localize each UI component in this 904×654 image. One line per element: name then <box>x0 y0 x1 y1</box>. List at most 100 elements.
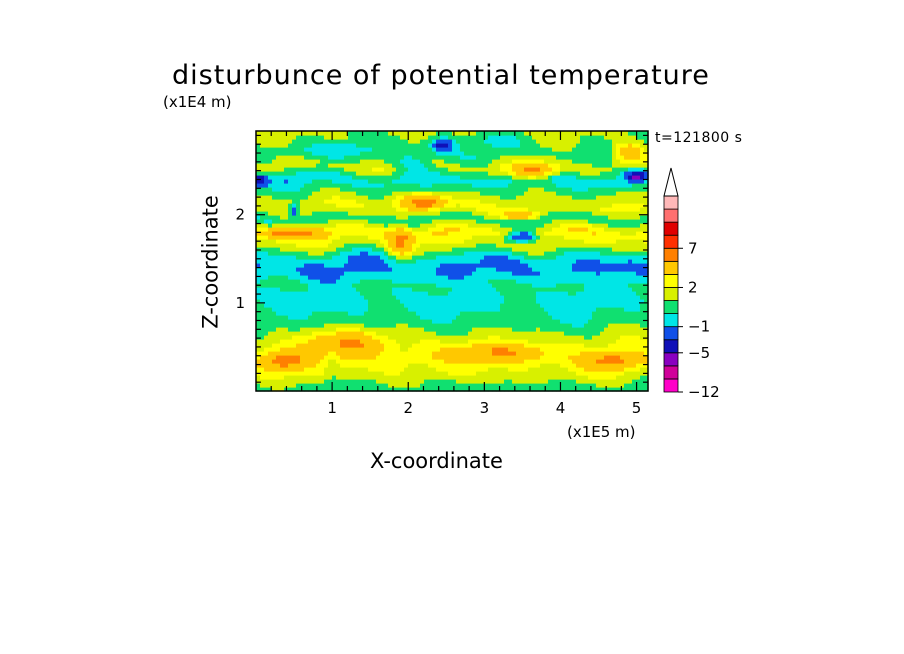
heatmap-cell <box>508 147 513 152</box>
heatmap-cell <box>480 371 485 376</box>
heatmap-cell <box>468 259 473 264</box>
heatmap-cell <box>508 175 513 180</box>
heatmap-cell <box>312 371 317 376</box>
heatmap-cell <box>508 299 513 304</box>
heatmap-cell <box>424 379 429 384</box>
heatmap-cell <box>312 147 317 152</box>
heatmap-cell <box>388 311 393 316</box>
heatmap-cell <box>376 307 381 312</box>
heatmap-cell <box>256 179 261 184</box>
heatmap-cell <box>344 203 349 208</box>
heatmap-cell <box>524 387 529 392</box>
heatmap-cell <box>492 207 497 212</box>
heatmap-cell <box>300 155 305 160</box>
heatmap-cell <box>548 159 553 164</box>
heatmap-cell <box>312 263 317 268</box>
heatmap-cell <box>520 231 525 236</box>
heatmap-cell <box>400 167 405 172</box>
heatmap-cell <box>364 383 369 388</box>
heatmap-cell <box>440 291 445 296</box>
heatmap-cell <box>532 303 537 308</box>
heatmap-cell <box>476 351 481 356</box>
heatmap-cell <box>328 319 333 324</box>
heatmap-cell <box>424 323 429 328</box>
heatmap-cell <box>412 343 417 348</box>
heatmap-cell <box>376 355 381 360</box>
heatmap-cell <box>340 351 345 356</box>
heatmap-cell <box>376 383 381 388</box>
heatmap-cell <box>512 339 517 344</box>
heatmap-cell <box>416 183 421 188</box>
heatmap-cell <box>288 279 293 284</box>
heatmap-cell <box>508 259 513 264</box>
heatmap-cell <box>416 323 421 328</box>
heatmap-cell <box>428 247 433 252</box>
heatmap-cell <box>340 227 345 232</box>
heatmap-cell <box>356 187 361 192</box>
heatmap-cell <box>448 275 453 280</box>
heatmap-cell <box>320 223 325 228</box>
heatmap-cell <box>284 227 289 232</box>
heatmap-cell <box>484 163 489 168</box>
heatmap-cell <box>276 255 281 260</box>
heatmap-cell <box>300 347 305 352</box>
heatmap-cell <box>556 231 561 236</box>
heatmap-cell <box>528 203 533 208</box>
heatmap-cell <box>476 247 481 252</box>
heatmap-cell <box>288 287 293 292</box>
heatmap-cell <box>424 139 429 144</box>
heatmap-cell <box>428 315 433 320</box>
heatmap-cell <box>532 143 537 148</box>
heatmap-cell <box>488 135 493 140</box>
heatmap-cell <box>416 379 421 384</box>
heatmap-cell <box>384 255 389 260</box>
heatmap-cell <box>544 203 549 208</box>
heatmap-cell <box>264 131 269 136</box>
heatmap-cell <box>312 347 317 352</box>
heatmap-cell <box>484 347 489 352</box>
heatmap-cell <box>480 283 485 288</box>
heatmap-cell <box>396 303 401 308</box>
heatmap-cell <box>364 307 369 312</box>
heatmap-cell <box>368 271 373 276</box>
heatmap-cell <box>344 295 349 300</box>
heatmap-cell <box>416 343 421 348</box>
heatmap-cell <box>436 211 441 216</box>
heatmap-cell <box>432 183 437 188</box>
heatmap-cell <box>548 347 553 352</box>
heatmap-cell <box>264 343 269 348</box>
heatmap-cell <box>296 299 301 304</box>
heatmap-cell <box>336 263 341 268</box>
heatmap-cell <box>480 171 485 176</box>
heatmap-cell <box>320 299 325 304</box>
heatmap-cell <box>408 163 413 168</box>
heatmap-cell <box>260 331 265 336</box>
heatmap-cell <box>496 343 501 348</box>
heatmap-cell <box>456 307 461 312</box>
heatmap-cell <box>472 215 477 220</box>
heatmap-cell <box>336 275 341 280</box>
heatmap-cell <box>296 163 301 168</box>
heatmap-cell <box>364 175 369 180</box>
heatmap-cell <box>552 183 557 188</box>
heatmap-cell <box>280 131 285 136</box>
heatmap-cell <box>480 383 485 388</box>
heatmap-cell <box>268 339 273 344</box>
heatmap-cell <box>280 179 285 184</box>
heatmap-cell <box>524 167 529 172</box>
heatmap-cell <box>400 147 405 152</box>
heatmap-cell <box>464 383 469 388</box>
heatmap-cell <box>500 319 505 324</box>
heatmap-cell <box>300 303 305 308</box>
heatmap-cell <box>256 351 261 356</box>
heatmap-cell <box>444 363 449 368</box>
heatmap-cell <box>288 227 293 232</box>
heatmap-cell <box>324 227 329 232</box>
heatmap-cell <box>364 243 369 248</box>
heatmap-cell <box>420 239 425 244</box>
heatmap-cell <box>520 271 525 276</box>
heatmap-cell <box>516 183 521 188</box>
heatmap-cell <box>484 299 489 304</box>
heatmap-cell <box>460 307 465 312</box>
heatmap-cell <box>372 235 377 240</box>
